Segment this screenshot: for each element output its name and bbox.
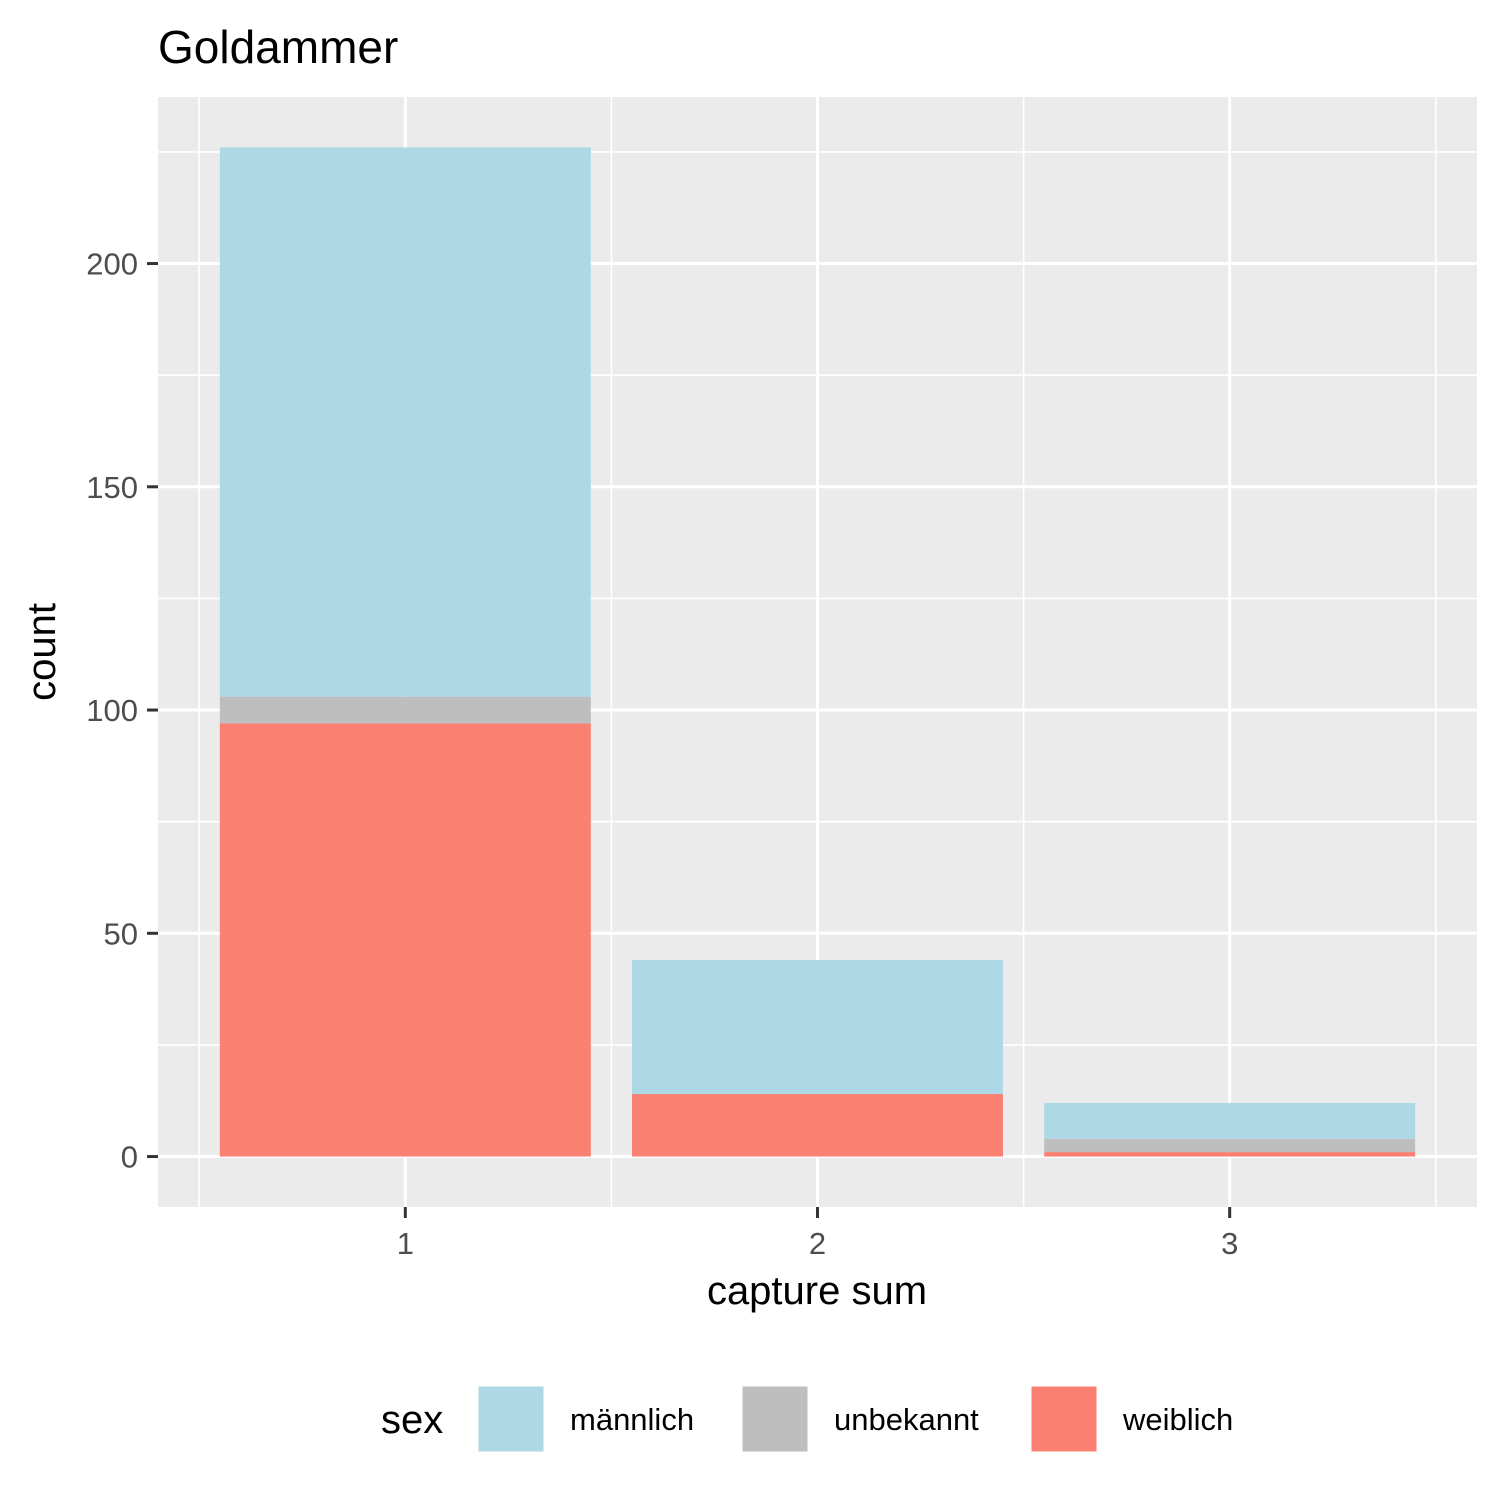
legend-key [1028,1383,1100,1455]
bar-segment [219,696,591,724]
y-axis: 0 50 100 150 200 [86,247,158,1175]
x-tick-label: 2 [809,1226,826,1261]
bar-segment [1044,1138,1416,1153]
bars [219,147,1416,1157]
legend-label: männlich [570,1402,694,1437]
bar-segment [1044,1152,1416,1157]
legend: sex männlich unbekannt weiblich [381,1383,1233,1455]
y-tick-label: 200 [86,247,138,282]
x-tick-label: 1 [397,1226,414,1261]
bar-segment [1044,1102,1416,1139]
legend-key [475,1383,547,1455]
legend-label: unbekannt [834,1402,979,1437]
y-tick-label: 0 [121,1140,138,1175]
bar-segment [632,960,1003,1095]
x-tick-label: 3 [1221,1226,1238,1261]
chart-title: Goldammer [158,21,398,73]
y-tick-label: 100 [86,693,138,728]
legend-label: weiblich [1122,1402,1233,1437]
bar-segment [219,147,591,697]
x-axis: 1 2 3 [397,1207,1238,1261]
y-tick-label: 50 [104,916,138,951]
legend-title: sex [381,1398,443,1442]
y-axis-title: count [20,603,64,701]
x-axis-title: capture sum [707,1269,927,1313]
bar-segment [219,723,591,1157]
legend-key [739,1383,811,1455]
y-tick-label: 150 [86,470,138,505]
bar-segment [632,1094,1003,1157]
